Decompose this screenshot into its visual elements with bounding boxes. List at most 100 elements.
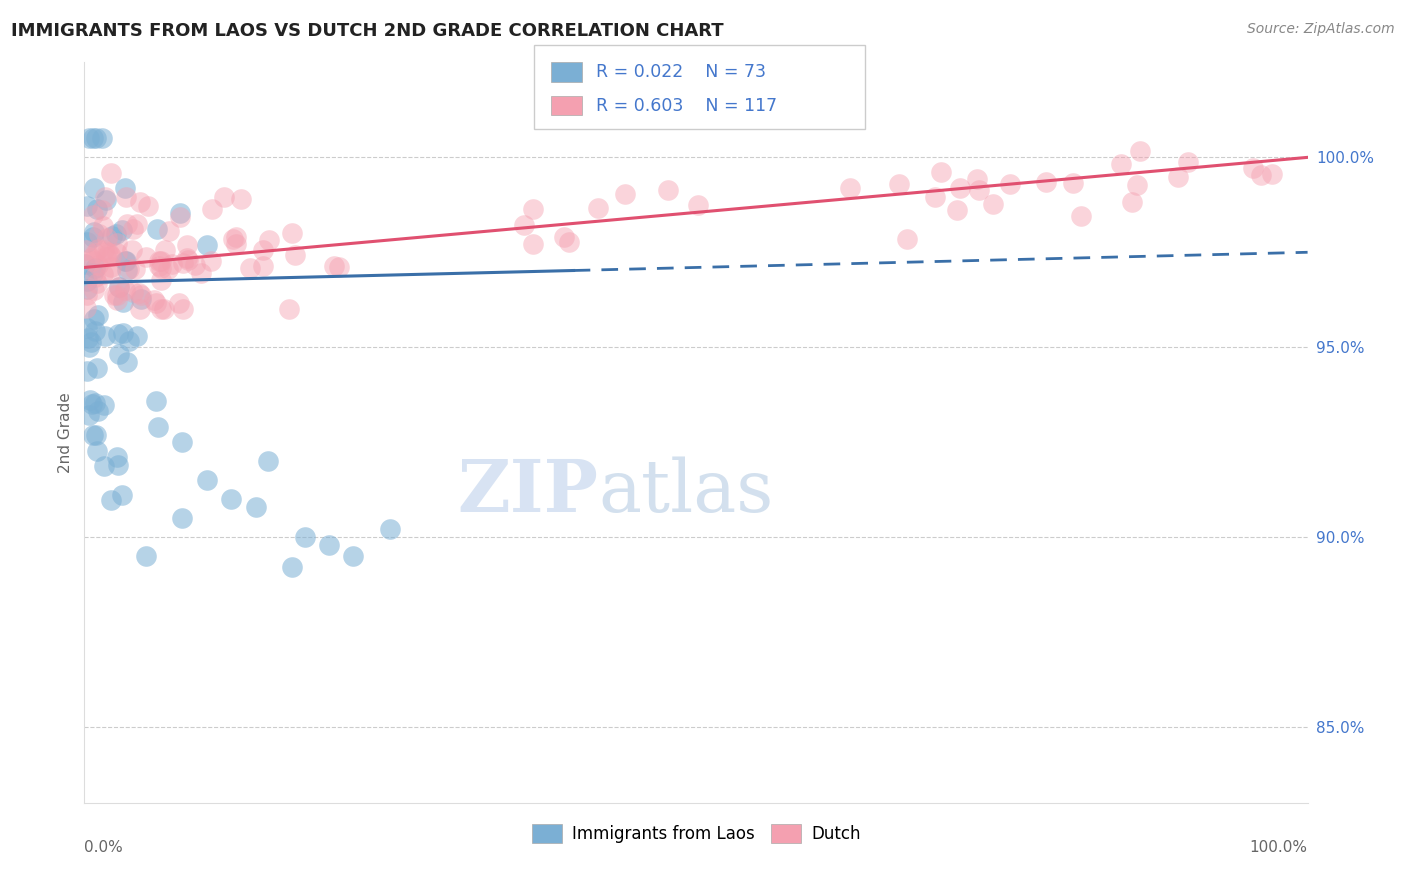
Point [212, 190, 235, 204]
Point [84, 261, 107, 276]
Point [323, 260, 346, 274]
Point [107, 280, 129, 294]
Point [981, 197, 1004, 211]
Point [82, 131, 104, 145]
Point [280, 227, 302, 241]
Point [887, 178, 910, 192]
Point [91, 267, 114, 281]
Point [114, 284, 136, 298]
Point [924, 190, 946, 204]
Point [172, 511, 194, 525]
Point [128, 285, 150, 300]
Point [167, 296, 190, 310]
Point [82, 266, 104, 280]
Point [257, 454, 280, 468]
Point [1070, 210, 1092, 224]
Text: Source: ZipAtlas.com: Source: ZipAtlas.com [1247, 22, 1395, 37]
Point [967, 183, 990, 197]
Point [225, 236, 247, 251]
Point [145, 393, 167, 408]
Point [84, 270, 107, 285]
Point [153, 244, 176, 258]
Point [76, 282, 98, 296]
Point [82, 254, 104, 268]
Point [100, 260, 122, 274]
Point [115, 217, 138, 231]
Point [111, 294, 134, 309]
Point [201, 202, 224, 216]
Point [93, 398, 115, 412]
Point [342, 549, 364, 563]
Point [80, 334, 103, 349]
Point [105, 236, 128, 251]
Point [80, 252, 103, 266]
Point [222, 232, 245, 246]
Point [93, 244, 115, 258]
Point [157, 261, 180, 276]
Point [100, 492, 122, 507]
Point [157, 224, 180, 238]
Point [82, 427, 104, 442]
Point [200, 254, 222, 268]
Point [148, 254, 170, 268]
Point [96, 244, 118, 259]
Point [105, 246, 128, 260]
Point [114, 253, 136, 268]
Point [84, 428, 107, 442]
Point [135, 250, 157, 264]
Point [107, 326, 129, 341]
Point [98, 266, 121, 280]
Point [686, 198, 709, 212]
Point [87, 243, 110, 257]
Point [146, 419, 169, 434]
Point [115, 355, 138, 369]
Point [1261, 167, 1284, 181]
Point [176, 251, 198, 265]
Point [124, 261, 146, 276]
Point [145, 295, 167, 310]
Point [75, 301, 97, 315]
Point [111, 326, 134, 340]
Point [75, 243, 97, 257]
Point [277, 302, 299, 317]
Point [79, 131, 101, 145]
Text: 0.0%: 0.0% [84, 840, 124, 855]
Point [94, 329, 117, 343]
Point [118, 334, 141, 349]
Point [91, 219, 114, 233]
Point [108, 347, 131, 361]
Point [945, 203, 967, 218]
Point [190, 266, 212, 280]
Point [143, 293, 166, 307]
Point [76, 288, 98, 302]
Point [83, 181, 105, 195]
Point [172, 302, 194, 317]
Point [245, 500, 267, 514]
Point [107, 458, 129, 473]
Point [148, 259, 170, 273]
Point [176, 238, 198, 252]
Point [108, 280, 131, 294]
Point [80, 396, 103, 410]
Point [129, 292, 152, 306]
Point [252, 259, 274, 273]
Point [281, 560, 304, 574]
Point [105, 227, 128, 242]
Point [127, 328, 149, 343]
Point [294, 530, 316, 544]
Point [136, 199, 159, 213]
Point [86, 443, 108, 458]
Point [87, 308, 110, 322]
Point [79, 393, 101, 408]
Point [90, 131, 112, 145]
Point [257, 233, 280, 247]
Point [87, 404, 110, 418]
Text: ZIP: ZIP [457, 457, 598, 527]
Point [172, 435, 194, 450]
Point [105, 293, 128, 308]
Point [122, 285, 145, 299]
Point [94, 251, 117, 265]
Text: IMMIGRANTS FROM LAOS VS DUTCH 2ND GRADE CORRELATION CHART: IMMIGRANTS FROM LAOS VS DUTCH 2ND GRADE … [11, 22, 724, 40]
Point [76, 199, 98, 213]
Point [105, 288, 128, 302]
